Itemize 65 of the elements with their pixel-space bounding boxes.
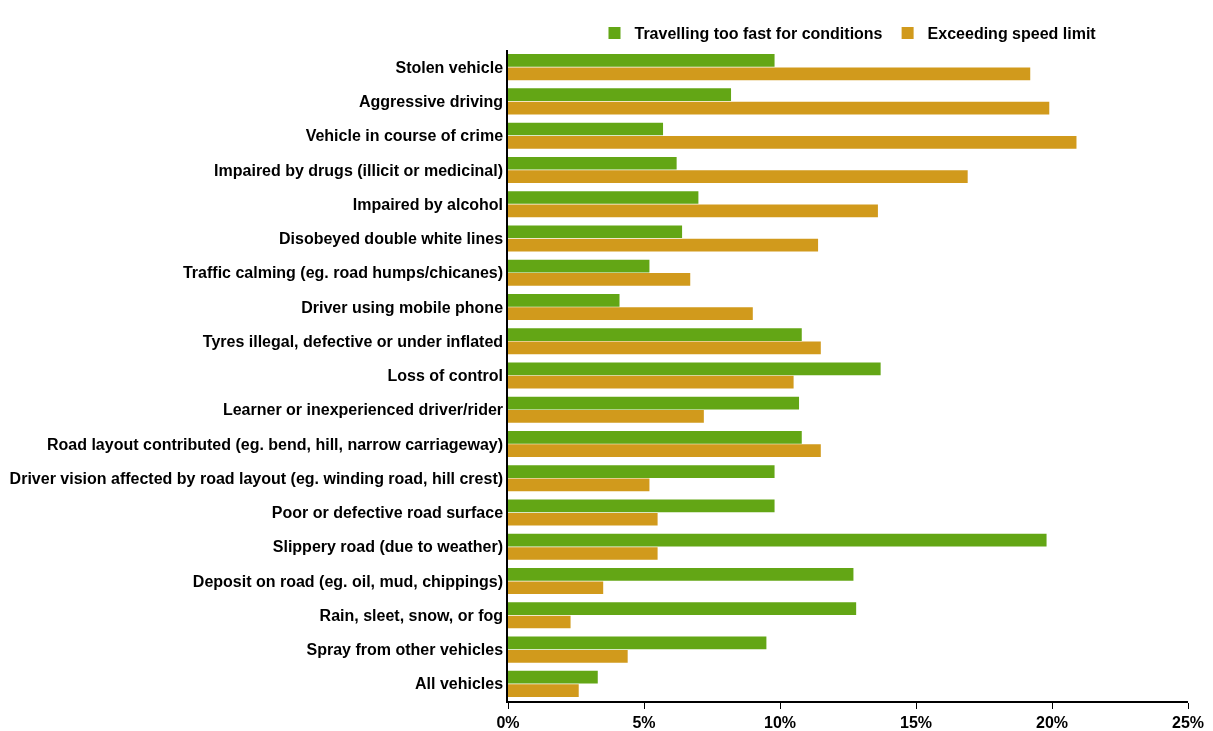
bar [508,88,732,102]
y-tick-label: Loss of control [387,367,504,385]
bar [508,512,658,526]
x-tick-label: 25% [1171,713,1205,731]
y-tick-label: Poor or defective road surface [271,504,504,522]
bar [508,341,821,355]
bar [508,238,819,252]
bar [508,615,571,629]
bar [508,259,650,273]
bar [508,581,604,595]
y-tick-label: Driver vision affected by road layout (eg. winding road, hill crest) [9,469,504,487]
bar [508,204,878,218]
bar [508,684,579,697]
x-tick-label: 15% [899,713,933,731]
bar [508,293,620,307]
legend-label: Exceeding speed limit [927,25,1097,43]
bar [508,54,775,67]
bar [508,225,683,239]
bar [508,307,753,320]
y-tick-label: Vehicle in course of crime [305,127,504,145]
y-tick-label: Impaired by alcohol [352,195,504,213]
bar [508,375,794,389]
bar [508,396,800,410]
bar [508,170,968,183]
y-tick-label: All vehicles [415,675,504,693]
bar [508,499,775,513]
y-tick-label: Road layout contributed (eg. bend, hill, narrow carriageway) [46,435,504,453]
x-tick-label: 20% [1035,713,1069,731]
bar [508,465,775,478]
y-tick-label: Deposit on road (eg. oil, mud, chippings) [192,572,504,590]
bar [508,533,1047,547]
bar [508,273,691,286]
y-tick-label: Spray from other vehicles [306,641,504,659]
bar [508,410,704,423]
bar [508,602,857,616]
legend-label: Travelling too fast for conditions [634,25,883,43]
y-tick-label: Tyres illegal, defective or under inflated [202,332,504,350]
bar [508,67,1031,81]
bar [508,444,821,458]
bar [508,191,699,204]
y-tick-label: Aggressive driving [359,92,504,110]
y-tick-label: Traffic calming (eg. road humps/chicanes) [182,264,504,282]
bar [508,362,881,376]
y-tick-label: Driver using mobile phone [301,298,504,316]
bar [508,568,854,581]
bar [508,122,664,136]
x-tick-label: 10% [763,713,797,731]
x-tick-label: 0% [496,713,520,731]
bar [508,135,1077,149]
y-tick-label: Impaired by drugs (illicit or medicinal) [214,161,504,179]
bar [508,636,767,650]
bar [508,431,802,444]
bar [508,328,802,341]
y-tick-label: Learner or inexperienced driver/rider [222,401,504,419]
bar [508,649,628,663]
y-tick-label: Stolen vehicle [395,58,504,76]
bar [508,547,658,560]
bar [508,101,1050,115]
bar [508,156,677,170]
y-tick-label: Slippery road (due to weather) [272,538,504,556]
bar [508,478,650,492]
y-tick-label: Disobeyed double white lines [279,230,504,248]
bar [508,670,598,684]
x-tick-label: 5% [632,713,656,731]
y-tick-label: Rain, sleet, snow, or fog [319,606,504,624]
